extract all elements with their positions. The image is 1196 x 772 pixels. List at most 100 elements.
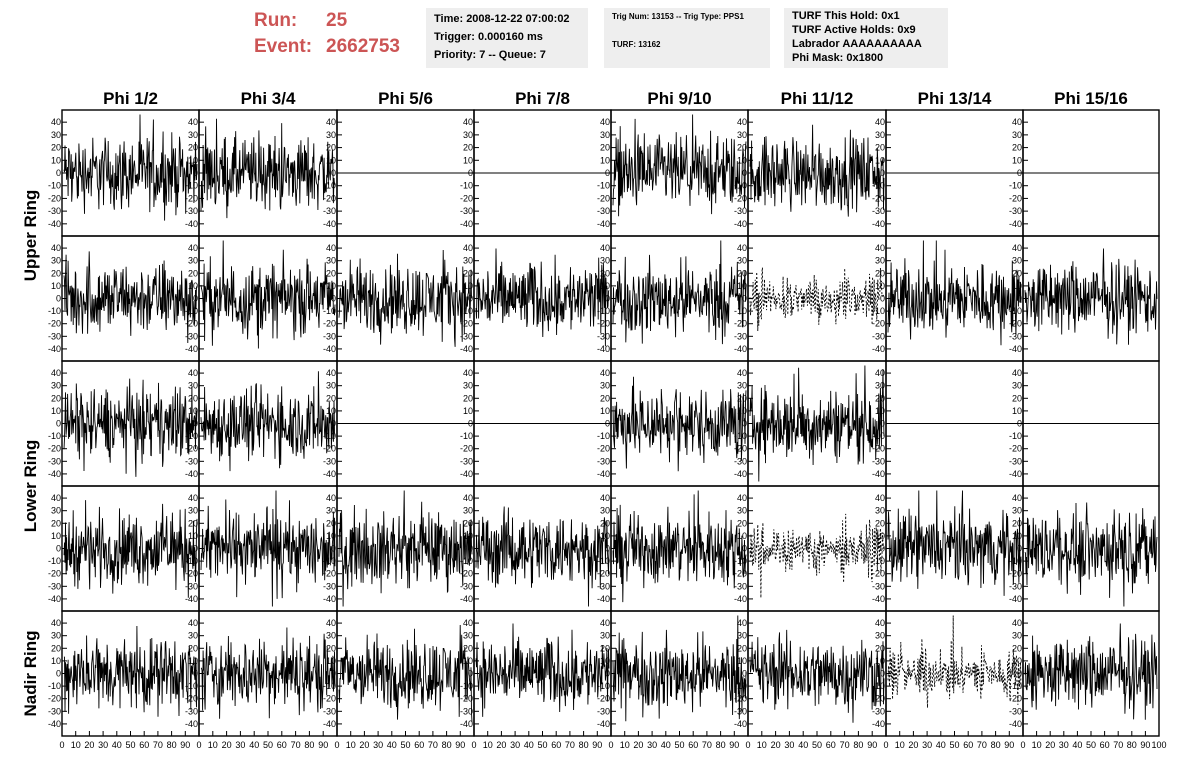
y-tick-label: 10 <box>326 281 336 291</box>
y-tick-label: 30 <box>326 631 336 641</box>
y-tick-label: 40 <box>51 493 61 503</box>
y-tick-label: 30 <box>737 381 747 391</box>
x-tick-label: 20 <box>222 740 232 750</box>
y-tick-label: -20 <box>460 569 473 579</box>
x-tick-label: 30 <box>1059 740 1069 750</box>
y-tick-label: 10 <box>463 406 473 416</box>
x-tick-label: 30 <box>235 740 245 750</box>
y-tick-label: 20 <box>51 143 61 153</box>
y-tick-label: 30 <box>875 506 885 516</box>
y-tick-label: 0 <box>331 419 336 429</box>
waveform-trace <box>63 251 198 344</box>
x-tick-label: 80 <box>167 740 177 750</box>
y-tick-label: -10 <box>323 556 336 566</box>
y-tick-label: -10 <box>872 556 885 566</box>
y-tick-label: 0 <box>605 168 610 178</box>
x-tick-label: 90 <box>180 740 190 750</box>
y-tick-label: -20 <box>48 444 61 454</box>
y-tick-label: -40 <box>872 344 885 354</box>
y-tick-label: -10 <box>185 306 198 316</box>
y-tick-label: 40 <box>875 493 885 503</box>
y-tick-label: 10 <box>1012 531 1022 541</box>
y-tick-label: 40 <box>188 618 198 628</box>
y-tick-label: -30 <box>48 331 61 341</box>
x-tick-label: 50 <box>1086 740 1096 750</box>
waveform-trace <box>612 376 747 472</box>
y-tick-label: -40 <box>323 469 336 479</box>
y-tick-label: 40 <box>463 117 473 127</box>
y-tick-label: 10 <box>326 155 336 165</box>
y-tick-label: 0 <box>193 544 198 554</box>
event-value: 2662753 <box>326 36 400 57</box>
y-tick-label: -30 <box>597 706 610 716</box>
y-tick-label: 20 <box>600 643 610 653</box>
column-title: Phi 15/16 <box>1054 89 1128 108</box>
y-tick-label: 10 <box>600 406 610 416</box>
y-tick-label: 10 <box>51 531 61 541</box>
y-tick-label: -40 <box>48 594 61 604</box>
y-tick-label: 0 <box>605 669 610 679</box>
y-tick-label: 20 <box>737 268 747 278</box>
y-tick-label: -40 <box>323 344 336 354</box>
y-tick-label: 30 <box>51 130 61 140</box>
y-tick-label: 10 <box>1012 281 1022 291</box>
y-tick-label: -40 <box>597 219 610 229</box>
trig-num-text: Trig Num: 13153 -- Trig Type: PPS1 <box>612 12 744 21</box>
y-tick-label: -30 <box>48 456 61 466</box>
y-tick-label: 10 <box>600 656 610 666</box>
y-tick-label: 10 <box>875 656 885 666</box>
y-tick-label: 40 <box>463 493 473 503</box>
y-tick-label: -40 <box>597 344 610 354</box>
y-tick-label: -20 <box>872 444 885 454</box>
y-tick-label: 20 <box>737 643 747 653</box>
y-tick-label: -20 <box>185 319 198 329</box>
waveform-trace <box>63 114 198 221</box>
y-tick-label: 30 <box>463 130 473 140</box>
y-tick-label: 10 <box>737 656 747 666</box>
y-tick-label: -10 <box>48 181 61 191</box>
y-tick-label: -30 <box>1009 581 1022 591</box>
y-tick-label: 30 <box>737 130 747 140</box>
y-tick-label: -10 <box>323 306 336 316</box>
y-tick-label: 0 <box>1017 544 1022 554</box>
waveform-trace <box>749 629 885 723</box>
y-tick-label: -10 <box>734 681 747 691</box>
y-tick-label: -20 <box>323 319 336 329</box>
y-tick-label: 0 <box>742 168 747 178</box>
y-tick-label: 0 <box>468 544 473 554</box>
y-tick-label: -10 <box>460 681 473 691</box>
x-tick-label: 0 <box>608 740 613 750</box>
y-tick-label: -20 <box>872 694 885 704</box>
y-tick-label: -10 <box>597 181 610 191</box>
y-tick-label: 30 <box>463 381 473 391</box>
turf-active-holds-text: TURF Active Holds: 0x9 <box>792 24 916 36</box>
y-tick-label: 40 <box>463 243 473 253</box>
x-tick-label: 10 <box>346 740 356 750</box>
y-tick-label: 0 <box>193 419 198 429</box>
y-tick-label: -30 <box>1009 331 1022 341</box>
y-tick-label: -40 <box>872 594 885 604</box>
x-tick-label: 70 <box>1113 740 1123 750</box>
x-tick-label: 0 <box>334 740 339 750</box>
y-tick-label: -40 <box>185 344 198 354</box>
y-tick-label: -20 <box>1009 569 1022 579</box>
y-tick-label: 0 <box>1017 294 1022 304</box>
y-tick-label: 10 <box>188 281 198 291</box>
x-tick-label: 0 <box>59 740 64 750</box>
y-tick-label: -20 <box>734 193 747 203</box>
y-tick-label: -40 <box>1009 469 1022 479</box>
y-tick-label: 40 <box>600 493 610 503</box>
x-tick-label: 50 <box>949 740 959 750</box>
y-tick-label: -10 <box>872 181 885 191</box>
y-tick-label: -20 <box>872 569 885 579</box>
y-tick-label: -30 <box>323 456 336 466</box>
y-tick-label: 40 <box>326 493 336 503</box>
y-tick-label: -30 <box>323 331 336 341</box>
y-tick-label: 20 <box>51 393 61 403</box>
y-tick-label: -10 <box>185 181 198 191</box>
y-tick-label: -10 <box>185 431 198 441</box>
waveform-trace <box>749 513 885 598</box>
y-tick-label: -30 <box>872 581 885 591</box>
waveform-trace <box>749 267 885 332</box>
